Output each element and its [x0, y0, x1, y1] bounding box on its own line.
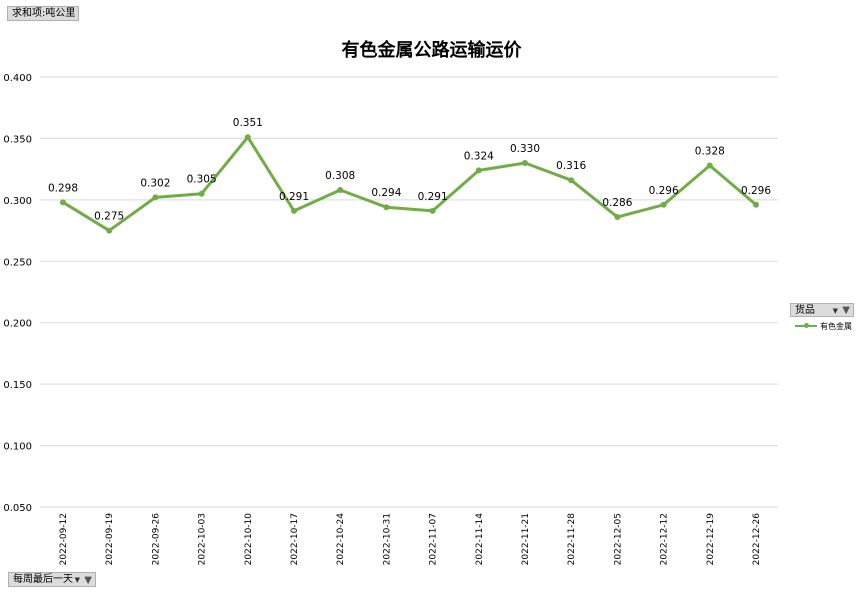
data-label: 0.328 [695, 145, 725, 157]
legend-label: 有色金属 [820, 321, 852, 331]
y-tick-label: 0.250 [3, 257, 32, 268]
legend-swatch [795, 320, 817, 332]
dropdown-arrow-icon[interactable]: ▼ [832, 307, 838, 315]
data-label: 0.296 [741, 185, 771, 197]
data-point [198, 190, 205, 197]
x-tick-label: 2022-10-03 [198, 513, 208, 565]
y-tick-label: 0.100 [3, 442, 32, 453]
x-tick-label: 2022-10-31 [382, 513, 392, 565]
x-tick-label: 2022-09-19 [105, 513, 115, 566]
y-tick-label: 0.300 [3, 196, 32, 207]
x-tick-label: 2022-10-24 [336, 513, 346, 566]
x-tick-label: 2022-10-10 [244, 513, 254, 566]
data-label: 0.351 [233, 117, 263, 129]
filter-icon[interactable]: ▼ [842, 305, 850, 316]
y-tick-label: 0.350 [3, 134, 32, 145]
y-tick-label: 0.200 [3, 319, 32, 330]
x-tick-label: 2022-09-12 [59, 513, 69, 565]
data-label: 0.286 [602, 197, 632, 209]
sum-field-label: 求和项:吨公里 [12, 8, 76, 19]
x-tick-label: 2022-11-21 [521, 513, 531, 565]
x-tick-label: 2022-12-05 [613, 513, 623, 565]
data-point [244, 134, 251, 141]
week-field-button[interactable]: 每周最后一天 ▼ ▼ [8, 572, 96, 587]
series-line [61, 135, 758, 233]
x-tick-label: 2022-11-14 [475, 513, 485, 566]
data-point [152, 194, 159, 201]
x-tick-label: 2022-09-26 [151, 513, 161, 566]
x-tick-label: 2022-12-26 [752, 513, 762, 566]
data-label: 0.275 [94, 211, 124, 223]
data-label: 0.291 [279, 191, 309, 203]
data-point [522, 160, 528, 166]
data-point [429, 207, 436, 214]
data-point [753, 201, 759, 208]
dropdown-arrow-icon[interactable]: ▼ [74, 576, 80, 584]
data-point [614, 214, 621, 221]
data-point [568, 177, 575, 184]
y-tick-label: 0.050 [3, 503, 32, 514]
x-tick-label: 2022-12-12 [660, 513, 670, 565]
x-tick-label: 2022-11-07 [429, 513, 439, 565]
week-field-label: 每周最后一天 [13, 574, 73, 585]
data-label: 0.316 [556, 160, 586, 172]
filter-icon[interactable]: ▼ [84, 575, 92, 586]
chart-title: 有色金属公路运输运价 [341, 40, 522, 61]
data-label: 0.294 [371, 187, 401, 199]
data-point [475, 167, 482, 174]
data-label: 0.330 [510, 143, 540, 155]
data-label: 0.324 [464, 150, 494, 162]
data-label: 0.291 [418, 191, 448, 203]
data-point [291, 207, 297, 214]
legend-field-label: 货品 [795, 305, 815, 316]
data-label: 0.305 [187, 174, 217, 186]
data-point [106, 227, 113, 234]
data-point [60, 199, 66, 206]
data-point [706, 162, 713, 169]
data-point [660, 201, 667, 208]
x-tick-label: 2022-12-19 [706, 513, 716, 566]
data-label: 0.296 [649, 185, 679, 197]
legend-field-button[interactable]: 货品 ▼ ▼ [790, 303, 854, 317]
data-label: 0.308 [325, 170, 355, 182]
y-tick-label: 0.150 [3, 380, 32, 391]
data-point [337, 187, 344, 194]
sum-field-button[interactable]: 求和项:吨公里 [7, 6, 79, 21]
x-tick-label: 2022-10-17 [290, 513, 300, 565]
data-label: 0.302 [140, 177, 170, 189]
legend-entry: 有色金属 [795, 320, 852, 332]
data-point [383, 204, 390, 211]
y-tick-label: 0.400 [3, 73, 32, 84]
x-tick-label: 2022-11-28 [567, 513, 577, 566]
data-label: 0.298 [48, 182, 78, 194]
